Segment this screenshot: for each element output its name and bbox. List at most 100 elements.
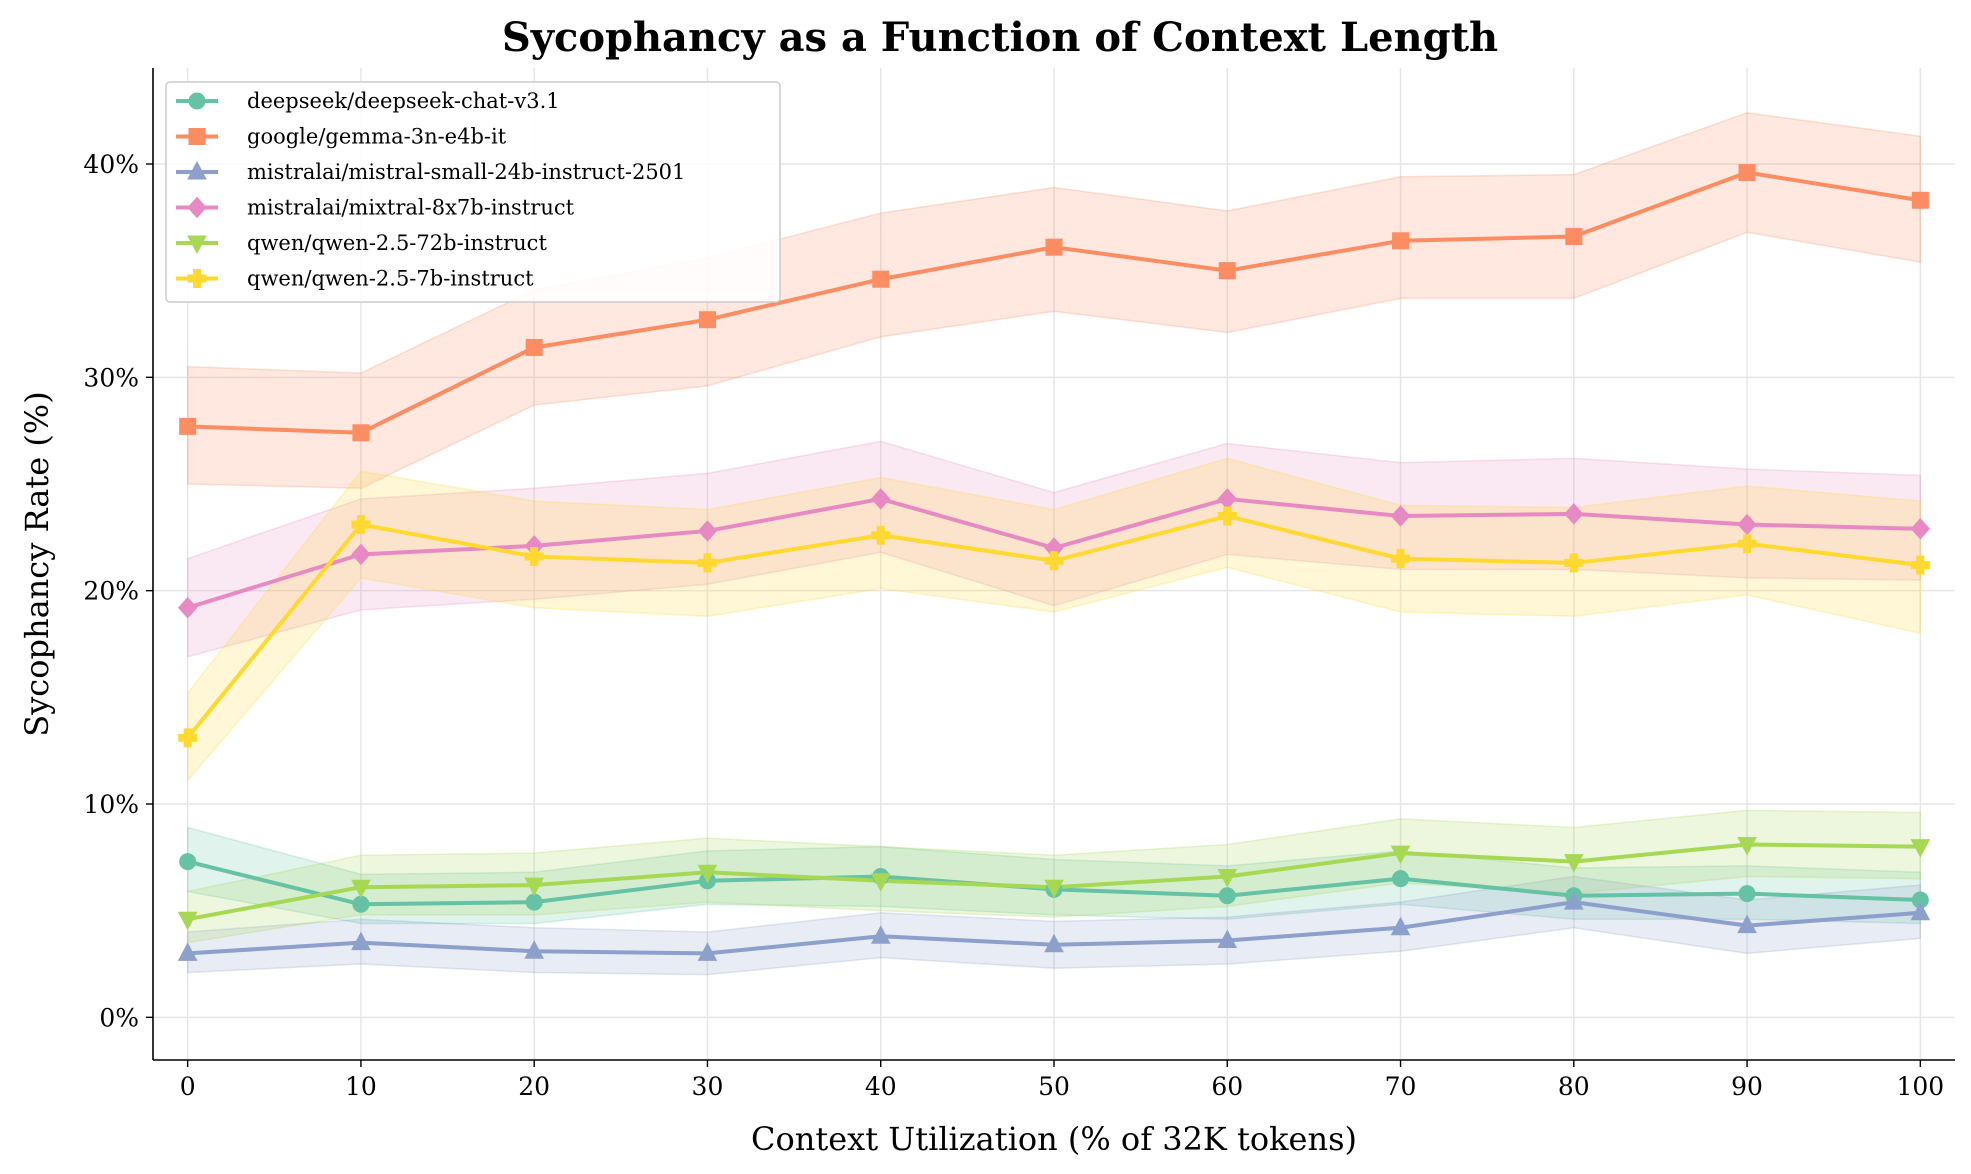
data-point: [697, 520, 718, 542]
confidence-bands: [186, 112, 1922, 976]
data-point: [524, 940, 545, 959]
legend-label: qwen/qwen-2.5-7b-instruct: [247, 267, 534, 291]
legend-label: google/gemma-3n-e4b-it: [247, 125, 507, 149]
data-point: [1390, 505, 1411, 527]
data-point: [871, 525, 891, 545]
data-point: [697, 553, 717, 573]
data-point: [179, 853, 197, 871]
x-tick-label: 60: [1211, 1072, 1243, 1101]
data-point: [870, 873, 891, 892]
data-point: [177, 596, 198, 619]
data-point: [1738, 164, 1756, 182]
data-point: [524, 547, 544, 567]
series-markers: [177, 164, 1931, 961]
y-tick-label: 10%: [83, 790, 139, 819]
x-tick-label: 100: [1896, 1072, 1944, 1101]
x-tick-label: 30: [692, 1072, 724, 1101]
legend-item-deepseek-deepseek-chat-v3-1: deepseek/deepseek-chat-v3.1: [176, 89, 560, 113]
data-point: [351, 879, 371, 899]
legend-item-mistralai-mistral-small-24b-instruct-2501: mistralai/mistral-small-24b-instruct-250…: [176, 160, 685, 184]
series-points-mistralai-mistral-small-24b-instruct-2501: [177, 891, 1931, 961]
legend-marker: [188, 128, 206, 145]
data-point: [525, 338, 543, 356]
legend-box: [165, 81, 781, 303]
legend-marker: [187, 269, 207, 288]
data-point: [1737, 837, 1757, 856]
legend-marker: [188, 92, 206, 110]
data-point: [351, 931, 371, 951]
legend-label: mistralai/mistral-small-24b-instruct-250…: [247, 160, 685, 184]
confidence-band-qwen-qwen-2-5-72b-instruct: [186, 809, 1922, 944]
y-tick-label: 20%: [83, 577, 139, 606]
data-point: [1218, 887, 1236, 905]
data-point: [352, 895, 370, 913]
x-ticks: 0 10 20 30 40 50 60 70 80 90 100: [180, 1060, 1944, 1101]
data-point: [1910, 901, 1931, 921]
data-point: [178, 728, 198, 748]
data-point: [1044, 879, 1064, 899]
legend-marker: [187, 196, 207, 219]
y-ticks: 0% 10% 20% 30% 40%: [83, 150, 153, 1032]
data-point: [525, 893, 543, 911]
data-point: [177, 942, 198, 961]
data-point: [1911, 191, 1929, 209]
data-point: [352, 424, 370, 442]
data-point: [1390, 916, 1411, 936]
x-tick-label: 90: [1731, 1072, 1763, 1101]
confidence-band-mistralai-mistral-small-24b-instruct-2501: [186, 875, 1922, 976]
data-point: [1044, 551, 1064, 571]
legend-label: qwen/qwen-2.5-72b-instruct: [247, 231, 547, 255]
data-point: [1738, 885, 1756, 903]
data-point: [1910, 518, 1931, 540]
series-points-qwen-qwen-2-5-7b-instruct: [178, 506, 1930, 748]
legend-item-mistralai-mixtral-8x7b-instruct: mistralai/mixtral-8x7b-instruct: [176, 196, 575, 220]
data-point: [1217, 929, 1238, 949]
data-point: [1737, 534, 1757, 554]
data-point: [177, 911, 198, 931]
legend-item-google-gemma-3n-e4b-it: google/gemma-3n-e4b-it: [176, 125, 507, 149]
series-points-qwen-qwen-2-5-72b-instruct: [177, 837, 1931, 931]
x-tick-label: 20: [518, 1072, 550, 1101]
y-tick-label: 30%: [83, 363, 139, 392]
data-point: [179, 417, 197, 435]
data-point: [872, 270, 890, 288]
x-tick-label: 10: [345, 1072, 377, 1101]
data-point: [1391, 549, 1411, 569]
legend: deepseek/deepseek-chat-v3.1 google/gemma-…: [165, 81, 781, 303]
y-axis-label: Sycophancy Rate (%): [18, 391, 56, 736]
confidence-band-deepseek-deepseek-chat-v3-1: [186, 826, 1922, 925]
x-tick-label: 70: [1385, 1072, 1417, 1101]
data-point: [870, 925, 891, 944]
legend-item-qwen-qwen-2-5-72b-instruct: qwen/qwen-2.5-72b-instruct: [176, 231, 547, 255]
legend-item-qwen-qwen-2-5-7b-instruct: qwen/qwen-2.5-7b-instruct: [176, 267, 534, 291]
data-point: [524, 877, 545, 897]
data-point: [1910, 839, 1931, 858]
data-point: [351, 543, 371, 566]
data-point: [351, 515, 371, 535]
data-point: [1737, 914, 1757, 934]
data-point: [1563, 891, 1584, 910]
legend-marker: [187, 160, 207, 180]
data-point: [1564, 503, 1584, 525]
data-point: [697, 864, 718, 884]
chart-title: Sycophancy as a Function of Context Leng…: [502, 14, 1498, 61]
y-tick-label: 40%: [83, 150, 139, 179]
data-point: [1563, 854, 1584, 873]
series-points-mistralai-mixtral-8x7b-instruct: [177, 488, 1931, 619]
data-point: [1217, 506, 1237, 526]
data-point: [1565, 228, 1583, 246]
x-axis-label: Context Utilization (% of 32K tokens): [751, 1120, 1357, 1158]
legend-label: mistralai/mixtral-8x7b-instruct: [247, 196, 575, 220]
data-point: [697, 942, 718, 961]
data-point: [698, 311, 716, 329]
legend-marker: [187, 235, 207, 255]
y-tick-label: 0%: [99, 1003, 139, 1032]
data-point: [1392, 870, 1410, 888]
data-point: [1390, 845, 1411, 865]
data-point: [1564, 553, 1584, 573]
x-tick-label: 40: [865, 1072, 897, 1101]
confidence-band-google-gemma-3n-e4b-it: [186, 112, 1922, 490]
data-point: [1910, 555, 1930, 575]
legend-label: deepseek/deepseek-chat-v3.1: [247, 89, 560, 113]
